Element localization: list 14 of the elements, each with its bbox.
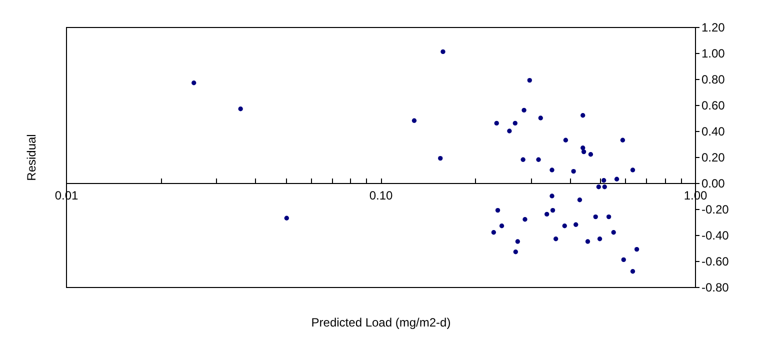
- y-tick-label: 1.00: [702, 46, 726, 60]
- y-tick-label: 0.00: [702, 176, 726, 190]
- y-tick-label: 0.60: [702, 98, 726, 112]
- y-tick-label: -0.40: [702, 228, 730, 242]
- y-axis-title: Residual: [24, 134, 38, 181]
- y-tick-label: 0.80: [702, 72, 726, 86]
- y-tick-label: -0.80: [702, 280, 730, 294]
- y-tick-label: -0.20: [702, 202, 730, 216]
- y-tick-label: 1.20: [702, 20, 726, 34]
- x-axis-title: Predicted Load (mg/m2-d): [311, 316, 451, 330]
- y-tick-label: 0.20: [702, 150, 726, 164]
- y-tick-label: -0.60: [702, 254, 730, 268]
- y-tick-label: 0.40: [702, 124, 726, 138]
- x-tick-label: 0.10: [369, 188, 393, 202]
